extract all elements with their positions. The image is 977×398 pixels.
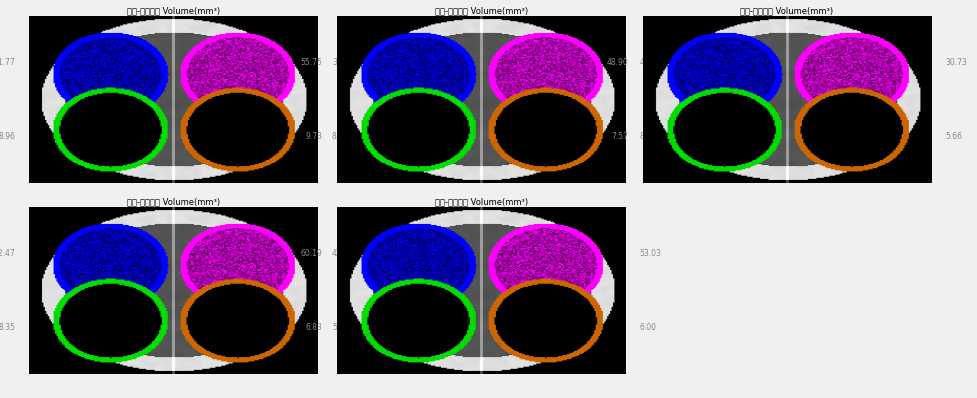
Text: 8.46: 8.46 — [332, 132, 349, 141]
Text: 60.19: 60.19 — [301, 249, 322, 258]
Title: 전체-골이식재 Volume(mm³): 전체-골이식재 Volume(mm³) — [435, 197, 528, 206]
Title: 전체-골이식재 Volume(mm³): 전체-골이식재 Volume(mm³) — [127, 6, 220, 15]
Text: 8.96: 8.96 — [0, 132, 15, 141]
Title: 전체-골이식재 Volume(mm³): 전체-골이식재 Volume(mm³) — [741, 6, 833, 15]
Text: 6.83: 6.83 — [306, 323, 322, 332]
Text: 52.47: 52.47 — [0, 249, 15, 258]
Text: 42.62: 42.62 — [332, 249, 354, 258]
Text: 53.03: 53.03 — [640, 249, 661, 258]
Text: 9.73: 9.73 — [306, 132, 322, 141]
Text: 41.77: 41.77 — [0, 58, 15, 67]
Text: 30.63: 30.63 — [332, 58, 354, 67]
Text: 48.90: 48.90 — [607, 58, 628, 67]
Text: 5.70: 5.70 — [332, 323, 349, 332]
Text: 5.66: 5.66 — [946, 132, 962, 141]
Text: 30.73: 30.73 — [946, 58, 967, 67]
Text: 8.35: 8.35 — [0, 323, 15, 332]
Text: 7.57: 7.57 — [612, 132, 628, 141]
Title: 전체-골이식재 Volume(mm³): 전체-골이식재 Volume(mm³) — [435, 6, 528, 15]
Text: 8.13: 8.13 — [640, 132, 657, 141]
Text: 41.14: 41.14 — [640, 58, 661, 67]
Text: 6.00: 6.00 — [640, 323, 657, 332]
Title: 전체-골이식재 Volume(mm³): 전체-골이식재 Volume(mm³) — [127, 197, 220, 206]
Text: 55.75: 55.75 — [301, 58, 322, 67]
